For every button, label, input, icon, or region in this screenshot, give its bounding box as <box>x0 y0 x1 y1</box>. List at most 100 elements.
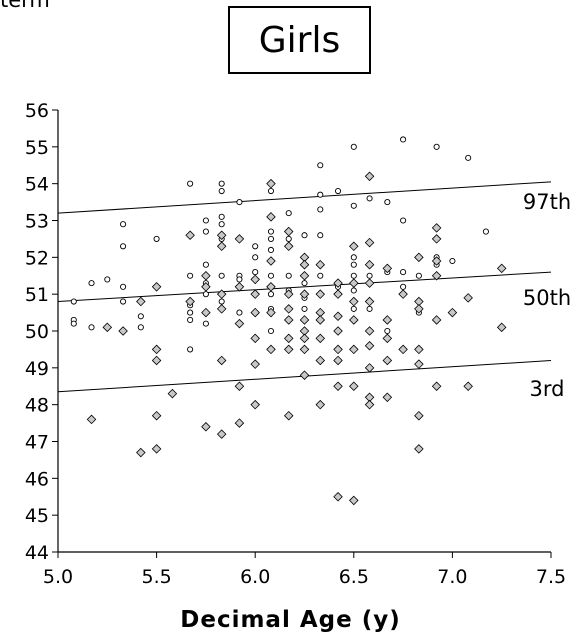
data-point-diamond <box>382 355 393 366</box>
data-point-diamond <box>234 418 245 428</box>
data-point-diamond <box>382 333 393 344</box>
data-point-circle <box>202 291 209 298</box>
data-point-diamond <box>398 289 408 299</box>
data-point-circle <box>236 276 243 283</box>
data-point-circle <box>252 243 259 250</box>
data-point-diamond <box>349 241 359 252</box>
data-point-circle <box>384 327 391 335</box>
data-point-circle <box>334 187 342 195</box>
data-point-circle <box>202 320 209 327</box>
cropped-caption-text: term <box>0 0 50 12</box>
data-point-diamond <box>431 256 442 266</box>
data-point-circle <box>202 261 209 268</box>
data-point-diamond <box>414 410 424 421</box>
data-point-diamond <box>349 296 359 307</box>
data-point-circle <box>88 280 95 287</box>
data-point-circle <box>400 217 407 224</box>
data-point-circle <box>267 327 275 335</box>
data-point-circle <box>267 291 275 298</box>
y-tick-label: 44 <box>25 542 49 564</box>
data-point-diamond <box>414 359 424 369</box>
data-point-circle <box>218 213 225 220</box>
data-point-circle <box>120 298 127 305</box>
data-point-circle <box>350 254 357 261</box>
data-point-circle <box>301 305 308 312</box>
x-tick-label: 5.5 <box>141 566 171 588</box>
data-point-diamond <box>364 296 375 307</box>
data-point-diamond <box>299 344 310 355</box>
data-point-diamond <box>315 315 326 325</box>
data-point-diamond <box>151 444 162 454</box>
data-point-diamond <box>283 333 294 344</box>
data-point-circle <box>202 228 209 235</box>
data-point-diamond <box>414 252 424 263</box>
data-point-diamond <box>414 304 424 314</box>
data-point-diamond <box>216 289 227 299</box>
data-point-diamond <box>349 495 359 506</box>
x-axis-label: Decimal Age (y) <box>180 607 401 633</box>
axes: 44 45 46 47 48 49 50 51 52 53 54 55 56 5.0 5.5 6.0 6.5 7.… <box>25 100 566 588</box>
data-point-diamond <box>398 344 408 355</box>
percentile-line-97th <box>57 181 552 214</box>
data-point-diamond <box>216 429 227 439</box>
data-point-diamond <box>250 333 260 344</box>
y-tick-label: 54 <box>25 174 49 196</box>
x-tick-label: 5.0 <box>43 566 73 588</box>
data-point-diamond <box>216 241 227 252</box>
data-point-diamond <box>283 289 294 299</box>
data-point-circle <box>301 232 308 239</box>
data-point-circle <box>317 206 324 213</box>
data-point-circle <box>267 228 275 235</box>
data-point-circle <box>400 283 407 290</box>
data-point-diamond <box>266 307 276 318</box>
y-tick-label: 51 <box>25 284 49 306</box>
data-point-diamond <box>136 447 146 458</box>
data-point-circle <box>120 221 127 228</box>
data-point-diamond <box>382 392 393 403</box>
data-point-diamond <box>118 326 128 336</box>
data-point-diamond <box>283 315 294 325</box>
y-tick-label: 48 <box>25 395 49 417</box>
data-point-circle <box>366 272 373 279</box>
percentile-label-97th: 97th <box>523 190 571 214</box>
data-point-circle <box>187 272 194 279</box>
data-point-circle <box>218 272 225 279</box>
data-point-diamond <box>266 256 276 266</box>
data-point-diamond <box>431 270 442 281</box>
data-point-diamond <box>431 381 442 392</box>
data-point-circle <box>317 232 324 239</box>
data-point-diamond <box>151 344 162 355</box>
data-point-circle <box>236 199 243 206</box>
data-point-diamond <box>333 355 343 366</box>
percentile-lines: 97th 50th 3rd <box>57 181 571 401</box>
data-point-diamond <box>315 333 326 344</box>
data-point-diamond <box>86 414 97 425</box>
data-point-circle <box>70 320 77 327</box>
data-point-circle <box>285 210 292 217</box>
data-point-circle <box>384 199 391 206</box>
data-point-diamond <box>315 289 326 299</box>
data-point-diamond <box>216 230 227 240</box>
data-point-diamond <box>250 359 260 369</box>
data-point-diamond <box>283 410 294 421</box>
y-tick-label: 47 <box>25 432 49 454</box>
data-point-diamond <box>102 322 113 333</box>
percentile-line-50th <box>57 271 552 303</box>
data-point-diamond <box>431 234 442 244</box>
x-tick-label: 6.0 <box>240 566 270 588</box>
data-point-diamond <box>283 344 294 355</box>
data-point-diamond <box>496 322 507 333</box>
data-point-diamond <box>496 263 507 274</box>
data-point-diamond <box>283 226 294 237</box>
data-point-circle <box>137 324 144 331</box>
data-point-circle <box>267 246 275 254</box>
data-point-circle <box>187 309 194 316</box>
data-point-circle <box>482 228 489 235</box>
data-point-diamond <box>250 289 260 299</box>
chart-title: Girls <box>228 6 371 74</box>
data-point-circle <box>252 254 259 261</box>
data-points <box>70 136 507 506</box>
data-point-diamond <box>364 340 375 351</box>
data-point-circle <box>187 316 194 324</box>
